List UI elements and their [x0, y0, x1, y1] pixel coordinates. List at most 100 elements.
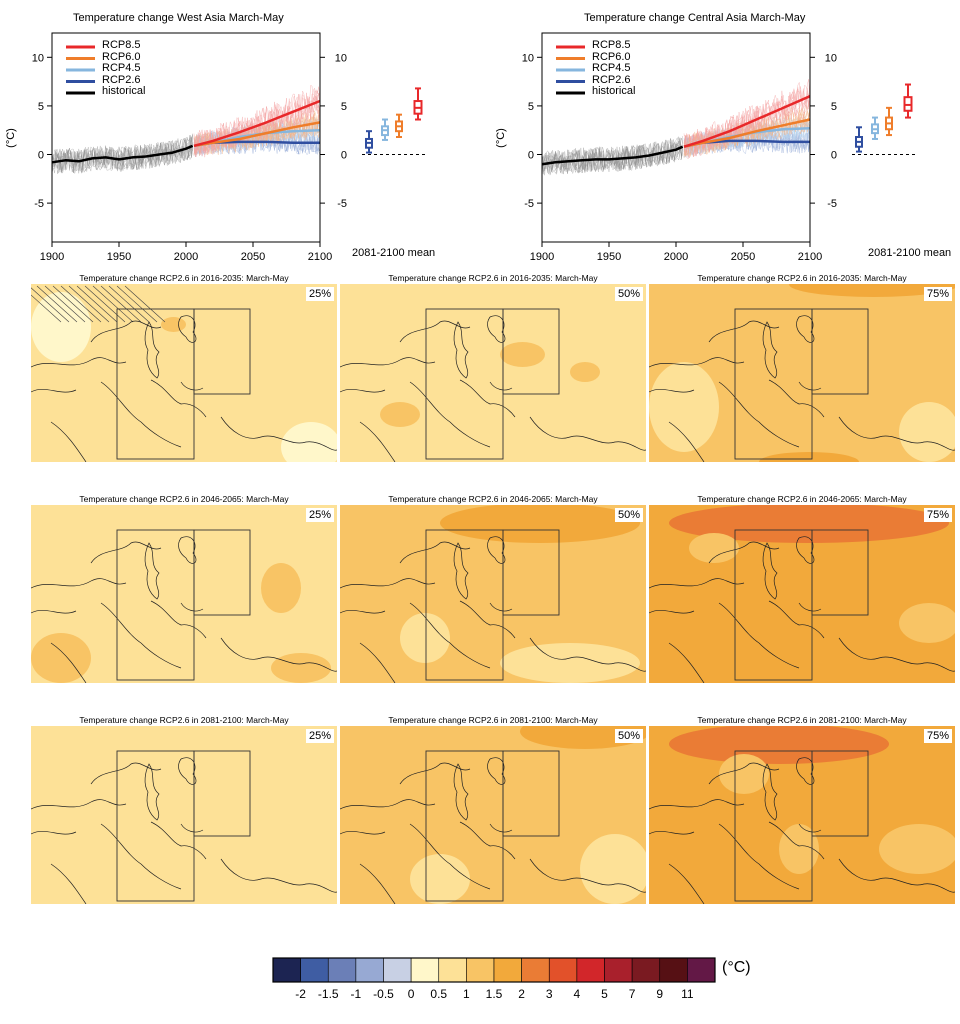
coastline [838, 858, 955, 893]
hatch-line [52, 285, 94, 323]
coastline [150, 379, 207, 418]
map-background [340, 272, 646, 462]
coastline [529, 416, 646, 451]
coastline [798, 823, 822, 833]
map-2081-2100-p25: Temperature change RCP2.6 in 2081-2100: … [31, 714, 337, 904]
colorbar-cell [631, 957, 661, 983]
timeseries-chart-central-asia: -5 -5 0 0 5 5 10 10 1900 1950 2000 2050 2100 (°C) [495, 32, 918, 263]
map-field-patch [380, 402, 420, 427]
coastline [340, 357, 436, 368]
colorbar-tick-label: -0.5 [373, 987, 394, 1001]
hatch-line [84, 285, 126, 323]
colorbar-tick-label: 9 [656, 987, 663, 1001]
coastline [31, 357, 127, 368]
coastline [668, 642, 705, 683]
legend-label: historical [592, 85, 636, 97]
y-tick-label: 10 [522, 52, 534, 64]
map-background [31, 714, 337, 904]
central-asia-region-box [502, 529, 560, 616]
hatch-line [108, 285, 150, 323]
coastline [340, 830, 386, 835]
map-field-patch [779, 824, 819, 874]
percentile-label: 75% [923, 729, 952, 743]
series-line-rcp85 [193, 99, 321, 148]
percentile-label: 25% [305, 508, 334, 522]
coastline [489, 381, 513, 391]
x-tick-label: 2050 [731, 251, 755, 263]
map-field-patch [440, 503, 640, 543]
legend-label: historical [102, 85, 146, 97]
map-title: Temperature change RCP2.6 in 2016-2035: … [340, 272, 646, 284]
coastline [50, 421, 87, 462]
y-tick-label: -5 [34, 198, 44, 210]
coastline [668, 863, 705, 904]
colorbar-unit: (°C) [722, 959, 751, 976]
y-tick-label: -5 [524, 198, 534, 210]
coastline [459, 379, 516, 418]
series-line-rcp60 [193, 121, 321, 148]
coastline [340, 388, 386, 393]
coastline [220, 416, 337, 451]
legend-label: RCP4.5 [592, 62, 631, 74]
colorbar-cell [576, 957, 605, 983]
map-field-patch [410, 854, 470, 904]
coastline [340, 578, 436, 589]
map-field-patch [649, 362, 719, 452]
coastline [649, 357, 745, 368]
central-asia-region-box [502, 308, 560, 395]
colorbar-cell [383, 957, 412, 983]
map-title: Temperature change RCP2.6 in 2081-2100: … [649, 714, 955, 726]
x-tick-label: 1950 [597, 251, 621, 263]
y-tick-label-right: -5 [337, 198, 347, 210]
x-tick-label: 2050 [241, 251, 265, 263]
colorbar-cell [604, 957, 633, 983]
y-tick-label-right: 0 [831, 150, 837, 162]
coastline [50, 642, 87, 683]
series-line-historical [541, 145, 684, 166]
colorbar-cell [687, 957, 716, 983]
legend-west-asia: RCP8.5 RCP6.0 RCP4.5 RCP2.6 historical [102, 39, 146, 98]
legend-label: RCP2.6 [102, 73, 141, 86]
historical-ensemble-line [52, 135, 193, 174]
colorbar-cell [548, 957, 578, 983]
coastline [768, 600, 825, 639]
coastline [718, 381, 800, 448]
coastline [529, 637, 646, 672]
y-tick-label-right: -5 [827, 198, 837, 210]
coastline [399, 541, 471, 564]
colorbar-cell [300, 957, 329, 983]
colorbar-cell [493, 957, 522, 983]
boxplot-label: 2081-2100 mean [352, 247, 436, 259]
map-title: Temperature change RCP2.6 in 2016-2035: … [31, 272, 337, 284]
map-field-patch [500, 643, 640, 683]
scenario-ensemble-line [193, 85, 320, 152]
coastline [649, 609, 695, 614]
colorbar-cell [659, 957, 688, 983]
coastline [798, 381, 822, 391]
coastline [220, 858, 337, 893]
colorbar-cell [355, 957, 384, 983]
chart-title: Temperature change Central Asia March-Ma… [584, 12, 806, 24]
colorbar-cell [466, 957, 495, 983]
percentile-label: 25% [305, 287, 334, 301]
coastline [90, 762, 162, 785]
colorbar-tick-label: 3 [546, 987, 553, 1001]
coastline [489, 602, 513, 612]
y-tick-label: 0 [38, 150, 44, 162]
coastline [453, 321, 469, 379]
map-field-patch [759, 452, 859, 462]
map-field-patch [161, 317, 186, 332]
central-asia-region-box [811, 529, 869, 616]
coastline [838, 416, 955, 451]
central-asia-region-box [811, 308, 869, 395]
percentile-label: 50% [614, 508, 643, 522]
colorbar-tick-label: 2 [518, 987, 525, 1001]
coastline [359, 863, 396, 904]
hatch-line [68, 285, 110, 323]
colorbar-tick-label: 1.5 [486, 987, 503, 1001]
map-field-patch [31, 633, 91, 683]
hatch-line [60, 285, 102, 323]
coastline [180, 381, 204, 391]
coastline [180, 823, 204, 833]
coastline [453, 542, 469, 600]
